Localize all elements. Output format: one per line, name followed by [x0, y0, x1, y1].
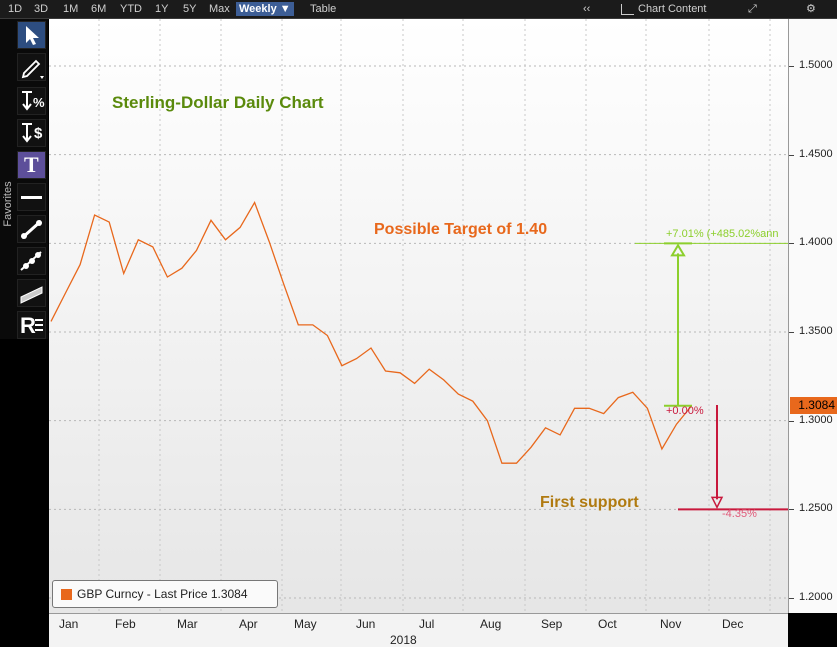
x-axis: Jan Feb Mar Apr May Jun Jul Aug Sep Oct Nov Dec 201… [49, 613, 788, 647]
legend-label: GBP Curncy - Last Price 1.3084 [77, 587, 248, 601]
favorites-tab[interactable]: Favorites [0, 170, 16, 250]
chart-plot-area [49, 19, 788, 613]
x-tick-label-may: May [294, 617, 317, 631]
dollar-measure-icon [22, 123, 32, 143]
horizontal-line-button[interactable] [17, 183, 46, 211]
frequency-dropdown[interactable]: Weekly ▼ [236, 2, 294, 16]
chart-icon [621, 3, 634, 15]
multi-point-line-button[interactable] [17, 247, 46, 275]
y-tick-mark-0 [789, 66, 794, 67]
horizontal-line-icon [21, 196, 42, 199]
price-measure-button[interactable]: $ [17, 119, 46, 147]
y-tick-mark-2 [789, 243, 794, 245]
pencil-icon [21, 59, 44, 79]
text-tool-icon: T [24, 152, 39, 177]
target-annotation: Possible Target of 1.40 [374, 221, 548, 238]
range-max-button[interactable]: Max [209, 3, 230, 15]
multi-point-line-icon [20, 251, 42, 271]
range-1y-button[interactable]: 1Y [155, 3, 169, 15]
y-tick-label-1: 1.4500 [799, 147, 833, 160]
collapse-icon[interactable]: ‹‹ [583, 3, 591, 15]
cursor-tool-button[interactable] [17, 21, 46, 49]
last-price-badge: 1.3084 [790, 397, 837, 414]
regression-icon: R [20, 313, 36, 338]
settings-icon[interactable]: ⚙ [806, 3, 816, 15]
chart-content-button[interactable]: Chart Content [621, 2, 721, 16]
x-tick-label-jul: Jul [419, 617, 435, 631]
x-tick-label-jun: Jun [356, 617, 376, 631]
year-label: 2018 [390, 633, 417, 647]
range-6m-button[interactable]: 6M [91, 3, 107, 15]
y-tick-label-0: 1.5000 [799, 59, 833, 71]
favorites-label: Favorites [2, 181, 14, 227]
y-axis: 1.5000 1.4500 1.4000 1.3500 1.3000 1.2500 1.20… [788, 19, 837, 613]
up-arrow-head [670, 243, 686, 257]
price-series-line [50, 200, 692, 464]
target-percent-label: +7.01% (+485.02%ann [666, 228, 779, 240]
y-tick-mark-1 [789, 154, 794, 156]
percent-symbol: % [33, 95, 45, 110]
y-tick-mark-6 [789, 598, 794, 599]
y-tick-label-5: 1.2500 [799, 502, 833, 515]
regression-lines-icon [35, 319, 43, 331]
support-percent-label: -4.35% [722, 508, 757, 520]
chart-legend[interactable]: GBP Curncy - Last Price 1.3084 [52, 580, 278, 608]
trend-line-icon [20, 219, 43, 240]
range-3d-button[interactable]: 3D [34, 3, 49, 15]
y-tick-mark-5 [789, 509, 794, 511]
range-toolbar: 1D 3D 1M 6M YTD 1Y 5Y Max Weekly ▼ Table… [0, 0, 837, 19]
percent-measure-button[interactable]: % [17, 87, 46, 115]
support-annotation: First support [540, 494, 639, 511]
expand-icon[interactable]: ⤢ [748, 3, 757, 15]
y-tick-mark-4 [789, 420, 794, 422]
dollar-symbol: $ [34, 125, 43, 142]
x-tick-label-mar: Mar [177, 617, 198, 631]
y-tick-label-2: 1.4000 [799, 236, 833, 249]
cursor-arrow-icon [26, 26, 39, 45]
x-tick-label-apr: Apr [239, 617, 258, 631]
down-arrow-head [710, 496, 724, 510]
channel-button[interactable] [17, 279, 46, 307]
y-tick-label-3: 1.3500 [799, 325, 833, 337]
x-tick-label-aug: Aug [480, 617, 502, 631]
text-tool-button[interactable]: T [17, 151, 46, 179]
y-tick-mark-3 [789, 332, 794, 333]
price-chart [49, 19, 788, 613]
x-tick-label-jan: Jan [59, 617, 79, 631]
x-tick-label-oct: Oct [598, 617, 617, 631]
base-percent-label: +0.00% [666, 405, 704, 417]
x-tick-label-sep: Sep [541, 617, 563, 631]
x-tick-label-dec: Dec [722, 617, 744, 631]
percent-measure-icon [22, 91, 32, 111]
y-tick-label-6: 1.2000 [799, 591, 833, 603]
legend-swatch [61, 589, 72, 600]
annotation-toolbar: % $ T R [0, 19, 48, 339]
range-1d-button[interactable]: 1D [8, 3, 23, 15]
chart-content-label: Chart Content [638, 3, 707, 15]
range-5y-button[interactable]: 5Y [183, 3, 197, 15]
trend-line-button[interactable] [17, 215, 46, 243]
range-1m-button[interactable]: 1M [63, 3, 79, 15]
regression-button[interactable]: R [17, 311, 46, 339]
range-ytd-button[interactable]: YTD [120, 3, 142, 15]
channel-icon [20, 286, 43, 304]
draw-tool-button[interactable] [17, 53, 46, 81]
x-tick-label-feb: Feb [115, 617, 136, 631]
x-tick-label-nov: Nov [660, 617, 682, 631]
chart-title: Sterling-Dollar Daily Chart [112, 93, 324, 112]
table-view-button[interactable]: Table [310, 3, 337, 15]
y-tick-label-4: 1.3000 [799, 413, 833, 426]
